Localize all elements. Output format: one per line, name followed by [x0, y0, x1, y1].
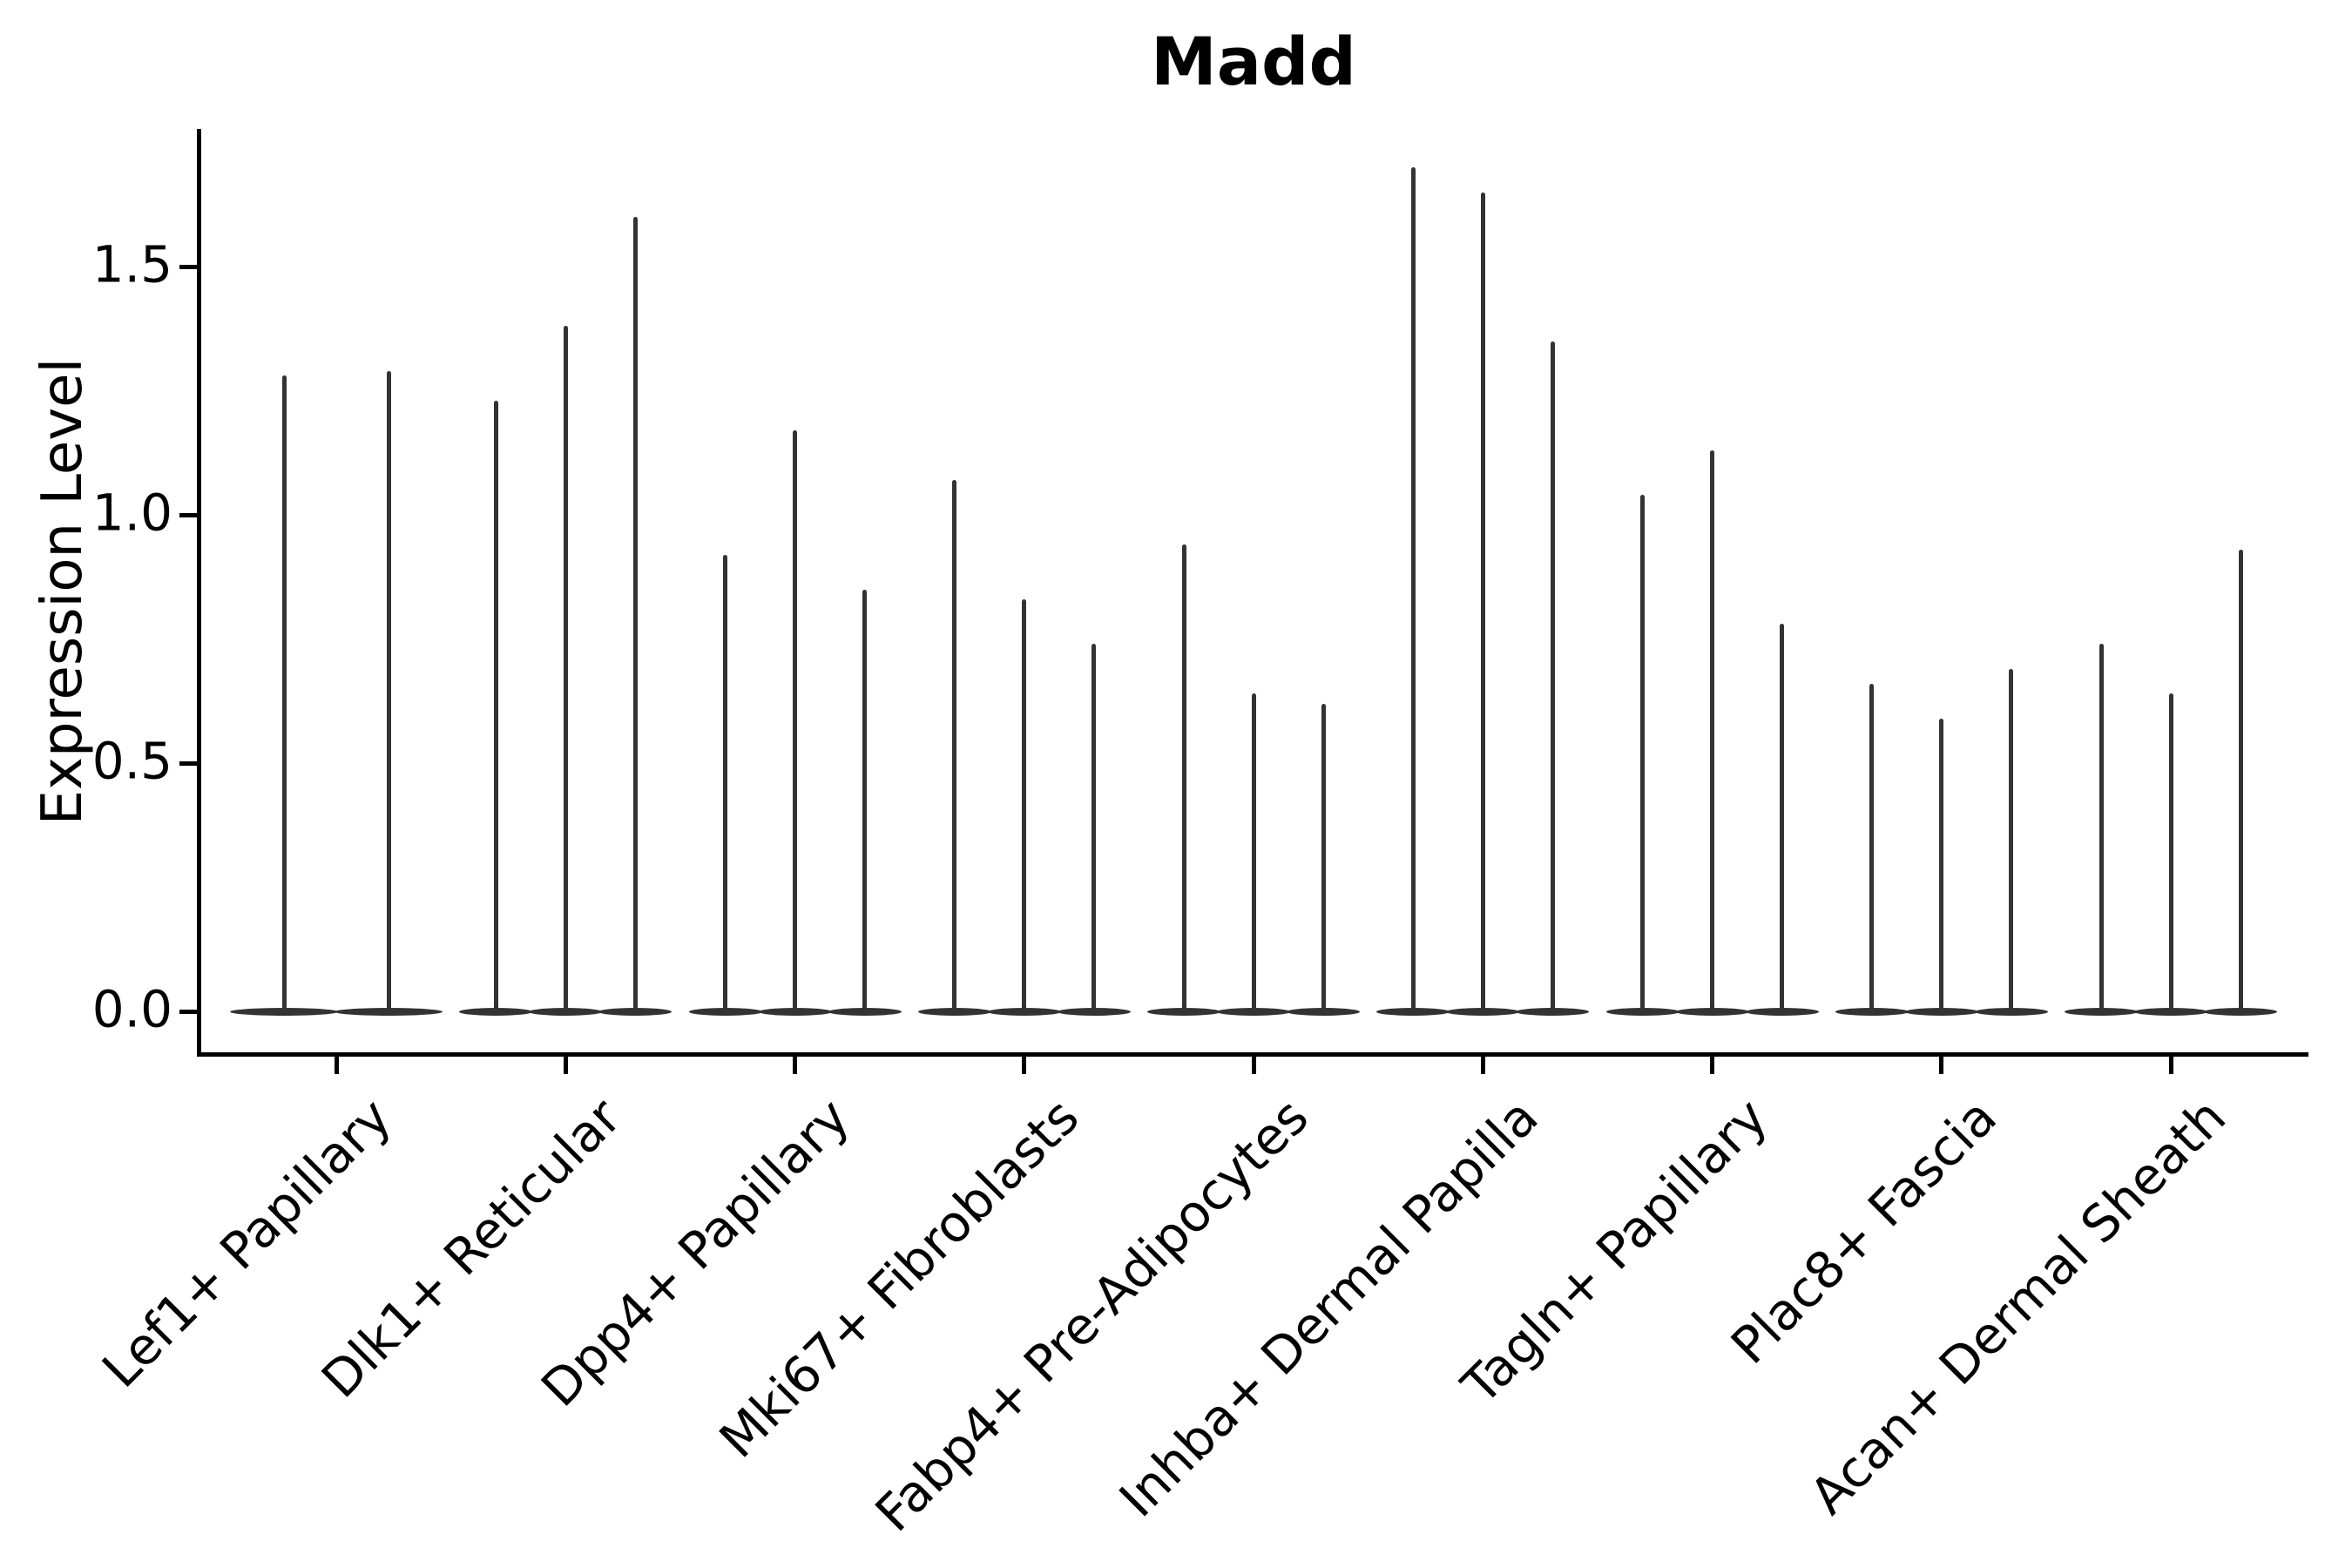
y-tick-label: 0.0: [91, 979, 172, 1039]
violin-spike: [793, 430, 797, 1015]
chart-title: Madd: [1151, 23, 1356, 100]
x-tick: [1480, 1057, 1485, 1074]
violin-spike: [632, 217, 638, 1015]
x-tick: [563, 1057, 568, 1074]
y-axis-label: Expression Level: [30, 357, 95, 826]
violin-spike: [1022, 598, 1027, 1015]
violin-spike: [1251, 693, 1256, 1015]
violin-spike: [723, 554, 727, 1015]
violin-spike: [281, 375, 287, 1015]
violin-spike: [2099, 644, 2104, 1015]
violin-spike: [1092, 644, 1097, 1015]
violin-spike: [1939, 718, 1944, 1015]
violin-spike: [1780, 624, 1784, 1015]
violin-spike: [1640, 495, 1645, 1015]
x-tick-label: Acan+ Dermal Sheath: [1798, 1087, 2238, 1526]
x-tick: [1939, 1057, 1944, 1074]
violin-spike: [2168, 693, 2173, 1015]
violin-spike: [1181, 544, 1186, 1015]
x-axis-spine: [197, 1052, 2308, 1057]
x-tick-label: Fabp4+ Pre-Adipocytes: [863, 1087, 1321, 1544]
y-tick-label: 1.0: [91, 483, 172, 543]
y-tick-label: 0.5: [91, 731, 172, 791]
violin-spike: [952, 480, 957, 1015]
violin-spike: [1321, 703, 1326, 1015]
x-tick: [1710, 1057, 1714, 1074]
x-tick: [793, 1057, 797, 1074]
y-tick: [179, 761, 197, 766]
y-tick: [179, 1010, 197, 1014]
x-tick: [1251, 1057, 1256, 1074]
violin-spike: [2009, 668, 2014, 1015]
violin-spike: [2238, 549, 2243, 1015]
violin-spike: [1710, 449, 1714, 1015]
violin-spike: [1869, 683, 1875, 1015]
x-tick: [334, 1057, 339, 1074]
y-tick: [179, 265, 197, 269]
violin-spike: [1480, 192, 1485, 1015]
violin-spike: [493, 400, 498, 1015]
x-tick: [2168, 1057, 2173, 1074]
violin-spike: [386, 370, 391, 1015]
violin-spike: [1550, 341, 1555, 1015]
x-tick: [1022, 1057, 1027, 1074]
y-tick: [179, 513, 197, 517]
violin-spike: [1410, 167, 1416, 1015]
y-tick-label: 1.5: [91, 234, 172, 294]
x-tick-label: Inhba+ Dermal Papilla: [1107, 1087, 1550, 1529]
violin-spike: [862, 589, 867, 1015]
violin-spike: [563, 326, 568, 1015]
y-axis-spine: [197, 129, 201, 1057]
